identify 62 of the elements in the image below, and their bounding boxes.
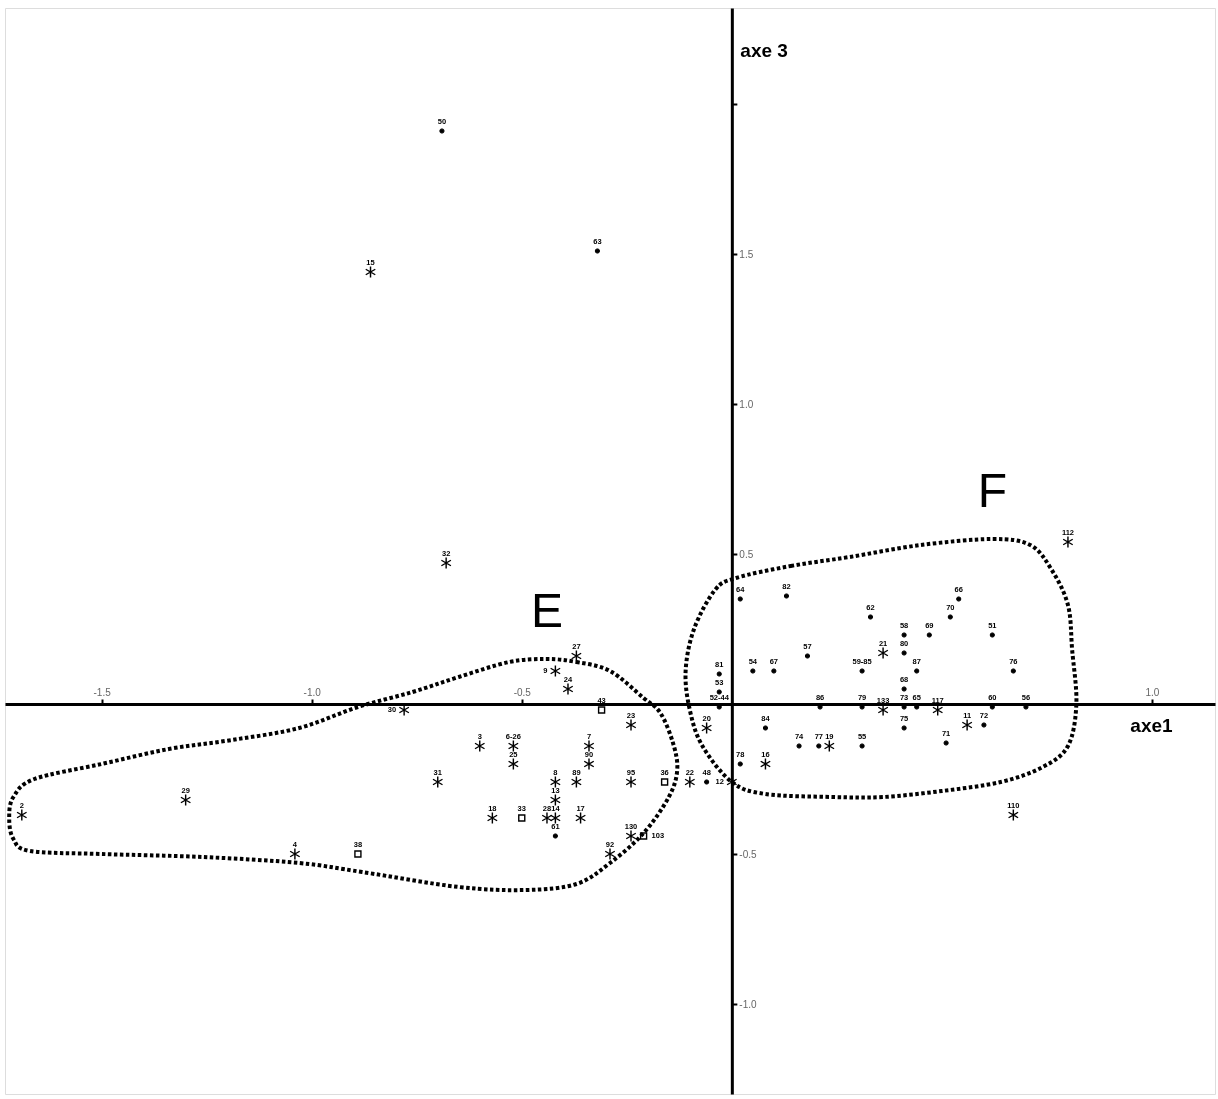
point (877, 647, 889, 659)
x-tick-label: -0.5 (513, 686, 532, 698)
x-tick-label: -1.5 (93, 686, 112, 698)
y-tick-label: 1.5 (739, 248, 754, 260)
point (737, 596, 743, 602)
point (901, 686, 907, 692)
point (597, 706, 606, 714)
point (660, 778, 669, 786)
point (962, 719, 973, 731)
point (562, 683, 574, 695)
y-axis-title: axe 3 (740, 39, 788, 61)
point (289, 848, 301, 860)
point (762, 725, 769, 731)
point (901, 632, 907, 638)
point (604, 848, 616, 860)
x-tick-label: 1.0 (1145, 686, 1160, 698)
point (552, 833, 558, 839)
point (716, 689, 722, 695)
point (804, 653, 811, 659)
point (716, 671, 722, 677)
annotation: E (530, 584, 563, 637)
point (771, 668, 777, 674)
x-axis-title: axe1 (1130, 714, 1174, 736)
point (981, 722, 987, 728)
point (901, 650, 907, 656)
point (354, 850, 362, 858)
point (816, 743, 822, 749)
point (956, 596, 962, 602)
point (625, 776, 637, 788)
point (625, 830, 637, 842)
point (783, 593, 790, 599)
annotation: F (977, 464, 1007, 517)
point (704, 779, 710, 785)
point (737, 761, 743, 767)
point (16, 809, 27, 821)
point (684, 776, 695, 788)
point (439, 128, 445, 134)
point (901, 725, 907, 731)
point (441, 557, 452, 569)
y-tick-label: -1.0 (739, 998, 758, 1010)
point (914, 668, 920, 674)
y-tick-label: 1.0 (739, 398, 754, 410)
point (750, 668, 756, 674)
point (518, 814, 526, 822)
point (583, 740, 595, 752)
point (859, 743, 865, 749)
point (625, 719, 637, 731)
point (947, 614, 953, 620)
point (796, 743, 802, 749)
point (859, 668, 865, 674)
point (594, 248, 601, 254)
point (583, 758, 595, 770)
point (1010, 668, 1016, 674)
y-tick-label: 0.5 (739, 548, 754, 560)
point (639, 832, 648, 840)
point (943, 740, 949, 746)
y-tick-label: -0.5 (739, 848, 758, 860)
point (1062, 536, 1074, 548)
x-tick-label: -1.0 (303, 686, 322, 698)
point (867, 614, 874, 620)
point (926, 632, 932, 638)
point (989, 632, 995, 638)
